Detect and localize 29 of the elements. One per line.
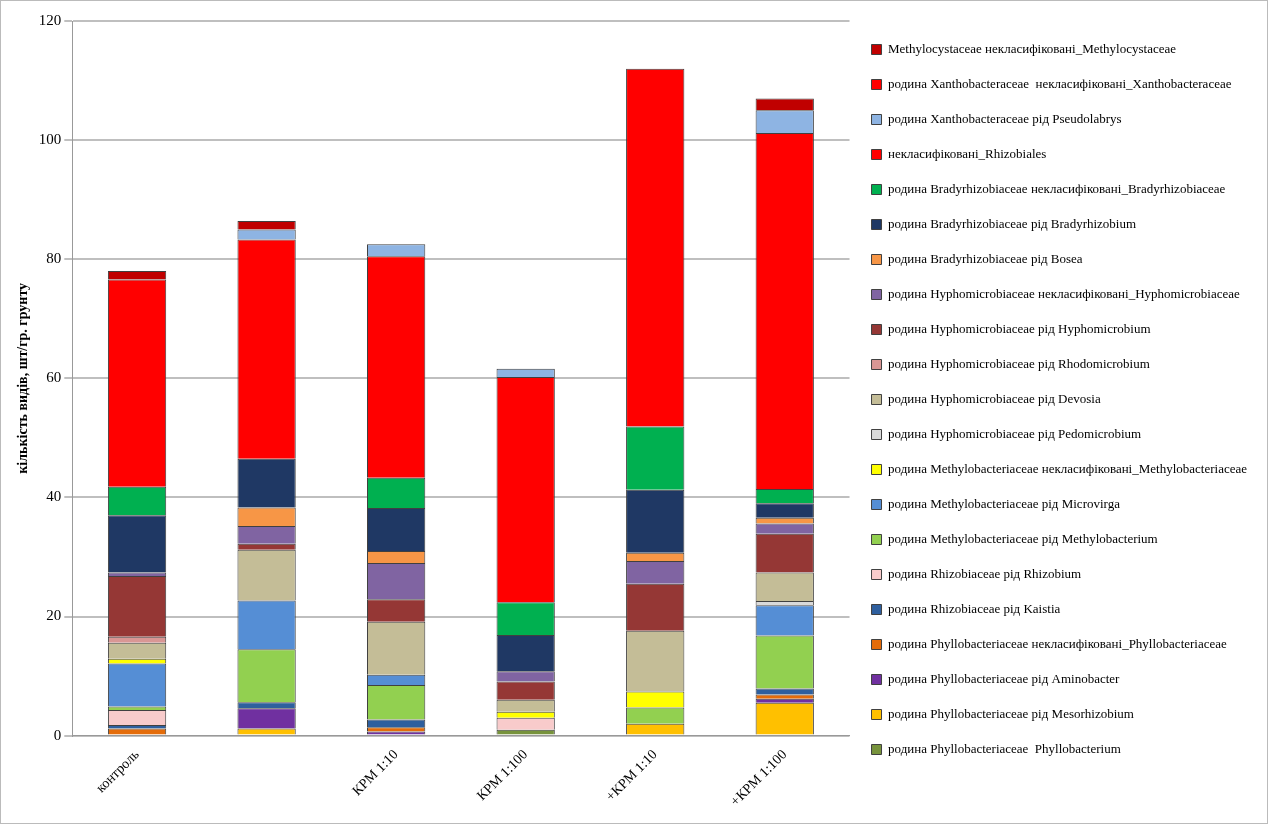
legend-label: родина Methylobacteriaceae рід Microvirga <box>888 495 1121 511</box>
legend-label: родина Bradyrhizobiaceae рід Bradyrhizobium <box>888 215 1137 231</box>
y-tick-label: 100 <box>38 131 62 148</box>
y-tick-label: 60 <box>46 369 62 386</box>
legend-label: родина Hyphomicrobiaceae рід Devosia <box>888 390 1101 406</box>
legend-label: родина Bradyrhizobiaceae рід Bosea <box>888 250 1083 266</box>
legend-label: родина Xanthobacteraceae рід Pseudolabrys <box>888 110 1122 126</box>
legend-label: Methylocystaceae некласифіковані_Methylocystaceae <box>888 40 1177 56</box>
legend-label: родина Rhizobiaceae рід Rhizobium <box>888 565 1082 581</box>
legend-label: родина Bradyrhizobiaceae некласифіковані_Bradyrhizobiaceae <box>888 180 1226 196</box>
legend-label: родина Hyphomicrobiaceae рід Hyphomicrobium <box>888 320 1151 336</box>
legend-label: родина Hyphomicrobiaceae рід Rhodomicrobium <box>888 355 1150 371</box>
legend-label: некласифіковані_Rhizobiales <box>888 145 1047 161</box>
legend-label: родина Phyllobacteriaceae Phyllobacterium <box>888 740 1121 756</box>
legend-label: родина Methylobacteriaceae рід Methylobacterium <box>888 530 1158 546</box>
y-tick-label: 80 <box>46 250 62 267</box>
y-tick-label: 0 <box>53 726 62 743</box>
legend-label: родина Phyllobacteriaceae рід Mesorhizobium <box>888 705 1134 721</box>
y-tick-label: 120 <box>38 11 62 28</box>
legend-label: родина Hyphomicrobiaceae рід Pedomicrobium <box>888 425 1142 441</box>
legend-label: родина Rhizobiaceae рід Kaistia <box>888 600 1061 616</box>
y-tick-label: 40 <box>46 488 62 505</box>
legend-label: родина Methylobacteriaceae некласифіковані_Methylobacteriaceae <box>888 460 1248 476</box>
legend-label: родина Xanthobacteraceae некласифіковані_Xanthobacteraceae <box>888 75 1232 91</box>
legend-label: родина Phyllobacteriaceae некласифіковані_Phyllobacteriaceae <box>888 635 1228 651</box>
y-axis-title: кількість видів, шт/гр. грунту <box>15 282 31 474</box>
legend-label: родина Hyphomicrobiaceae некласифіковані_Hyphomicrobiaceae <box>888 285 1241 301</box>
y-tick-label: 20 <box>46 607 62 624</box>
legend-label: родина Phyllobacteriaceae рід Aminobacter <box>888 670 1121 686</box>
